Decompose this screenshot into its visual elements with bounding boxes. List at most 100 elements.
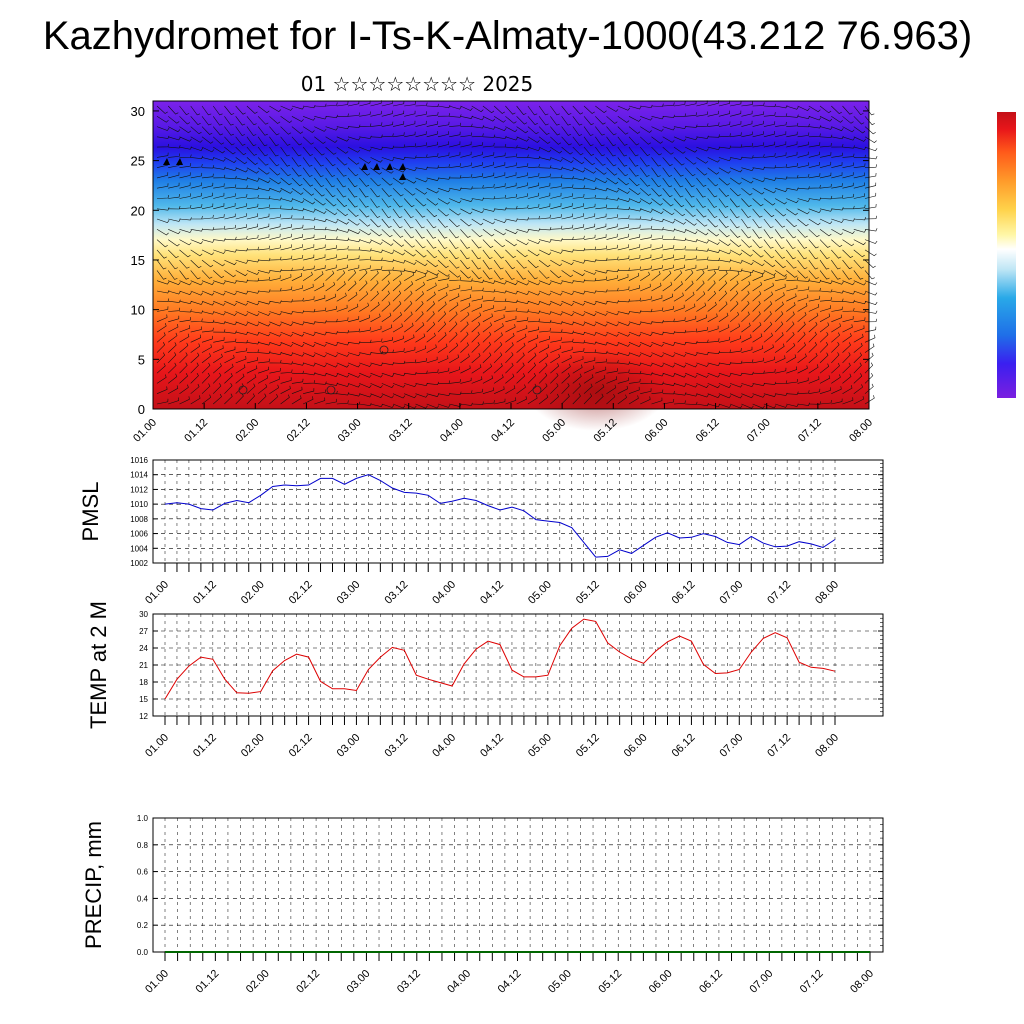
wind-barb <box>359 280 368 292</box>
wind-barb <box>696 314 707 323</box>
wind-barb <box>786 403 799 407</box>
wind-barb <box>752 281 763 292</box>
wind-barb <box>471 151 483 158</box>
wind-barb <box>213 311 226 316</box>
wind-barb <box>449 354 460 364</box>
wind-barb <box>561 259 574 265</box>
wind-barb <box>505 352 514 364</box>
wind-barb <box>775 403 788 408</box>
wind-barb <box>224 116 234 126</box>
wind-barb <box>662 167 673 177</box>
wind-barb <box>303 308 316 313</box>
wind-barb <box>797 151 809 158</box>
heatmap-ytick-label: 20 <box>131 203 145 218</box>
wind-barb <box>864 334 876 343</box>
wind-barb <box>819 387 831 394</box>
wind-barb <box>595 157 606 166</box>
wind-barb <box>819 208 833 212</box>
wind-barb <box>426 344 437 353</box>
wind-barb <box>718 218 729 228</box>
wind-barb <box>325 264 337 271</box>
wind-barb <box>505 290 518 295</box>
xtick-label: 06.12 <box>670 579 698 607</box>
wind-barb <box>628 177 640 187</box>
wind-barb <box>617 244 629 251</box>
xtick-label: 05.12 <box>574 579 602 607</box>
wind-barb <box>763 381 777 385</box>
heatmap-warm-core <box>526 351 667 431</box>
wind-barb <box>786 391 799 395</box>
wind-barb <box>707 257 720 262</box>
wind-barb <box>280 255 293 261</box>
wind-barb <box>561 321 574 326</box>
wind-barb <box>235 321 248 326</box>
wind-barb <box>302 198 316 205</box>
wind-barb <box>831 207 844 211</box>
wind-barb <box>550 363 560 374</box>
wind-barb <box>583 116 594 126</box>
wind-barb <box>561 126 572 136</box>
chart-subtitle: 01 ☆☆☆☆☆☆☆☆ 2025 <box>300 72 534 96</box>
wind-barb <box>617 224 629 230</box>
wind-barb <box>673 198 685 208</box>
wind-barb <box>539 239 552 243</box>
wind-barb <box>864 372 874 384</box>
wind-barb <box>179 182 191 189</box>
wind-barb <box>314 389 327 394</box>
wind-barb <box>572 224 585 230</box>
wind-barb <box>651 270 661 281</box>
wind-barb <box>167 342 177 353</box>
wind-barb <box>168 182 180 189</box>
wind-barb <box>538 362 548 374</box>
wind-barb <box>797 321 806 333</box>
wind-barb <box>775 164 787 168</box>
wind-barb <box>381 383 394 388</box>
wind-barb <box>718 393 732 399</box>
wind-barb <box>179 362 188 374</box>
wind-barb <box>168 332 178 343</box>
wind-barb <box>156 374 167 384</box>
wind-barb <box>505 229 518 235</box>
wind-barb <box>718 383 732 388</box>
wind-barb <box>258 187 271 192</box>
wind-barb <box>257 157 269 166</box>
wind-barb <box>460 278 473 282</box>
wind-barb <box>752 370 765 374</box>
wind-barb <box>494 194 507 199</box>
wind-barb <box>269 126 280 136</box>
wind-barb <box>212 105 223 116</box>
wind-barb <box>786 302 796 312</box>
wind-barb <box>359 362 372 367</box>
wind-barb <box>707 403 721 408</box>
wind-barb <box>864 280 878 286</box>
wind-barb <box>213 363 222 374</box>
wind-barb <box>741 393 754 399</box>
y-axis-label: TEMP at 2 M <box>86 601 111 729</box>
wind-barb <box>583 331 597 336</box>
wind-barb <box>808 239 819 249</box>
wind-barb <box>538 136 551 144</box>
wind-barb <box>718 312 729 323</box>
wind-barb <box>696 157 709 164</box>
wind-barb <box>595 177 608 184</box>
wind-barb <box>257 375 269 384</box>
xtick-label: 06.12 <box>697 968 725 996</box>
wind-barb <box>696 167 708 176</box>
wind-barb <box>775 367 787 374</box>
wind-barb <box>595 276 607 281</box>
wind-barb <box>516 333 527 343</box>
wind-barb <box>685 315 697 323</box>
wind-barb <box>347 264 360 271</box>
wind-barb <box>853 136 866 142</box>
wind-barb <box>763 218 774 229</box>
wind-barb <box>314 146 325 156</box>
wind-barb-field <box>156 100 878 409</box>
wind-barb <box>201 319 215 324</box>
wind-barb <box>763 403 777 409</box>
wind-barb <box>842 126 855 133</box>
wind-barb <box>696 270 705 281</box>
wind-barb <box>539 165 552 169</box>
wind-barb <box>460 342 469 353</box>
wind-barb <box>359 198 369 208</box>
ytick-label: 0.6 <box>137 868 149 877</box>
